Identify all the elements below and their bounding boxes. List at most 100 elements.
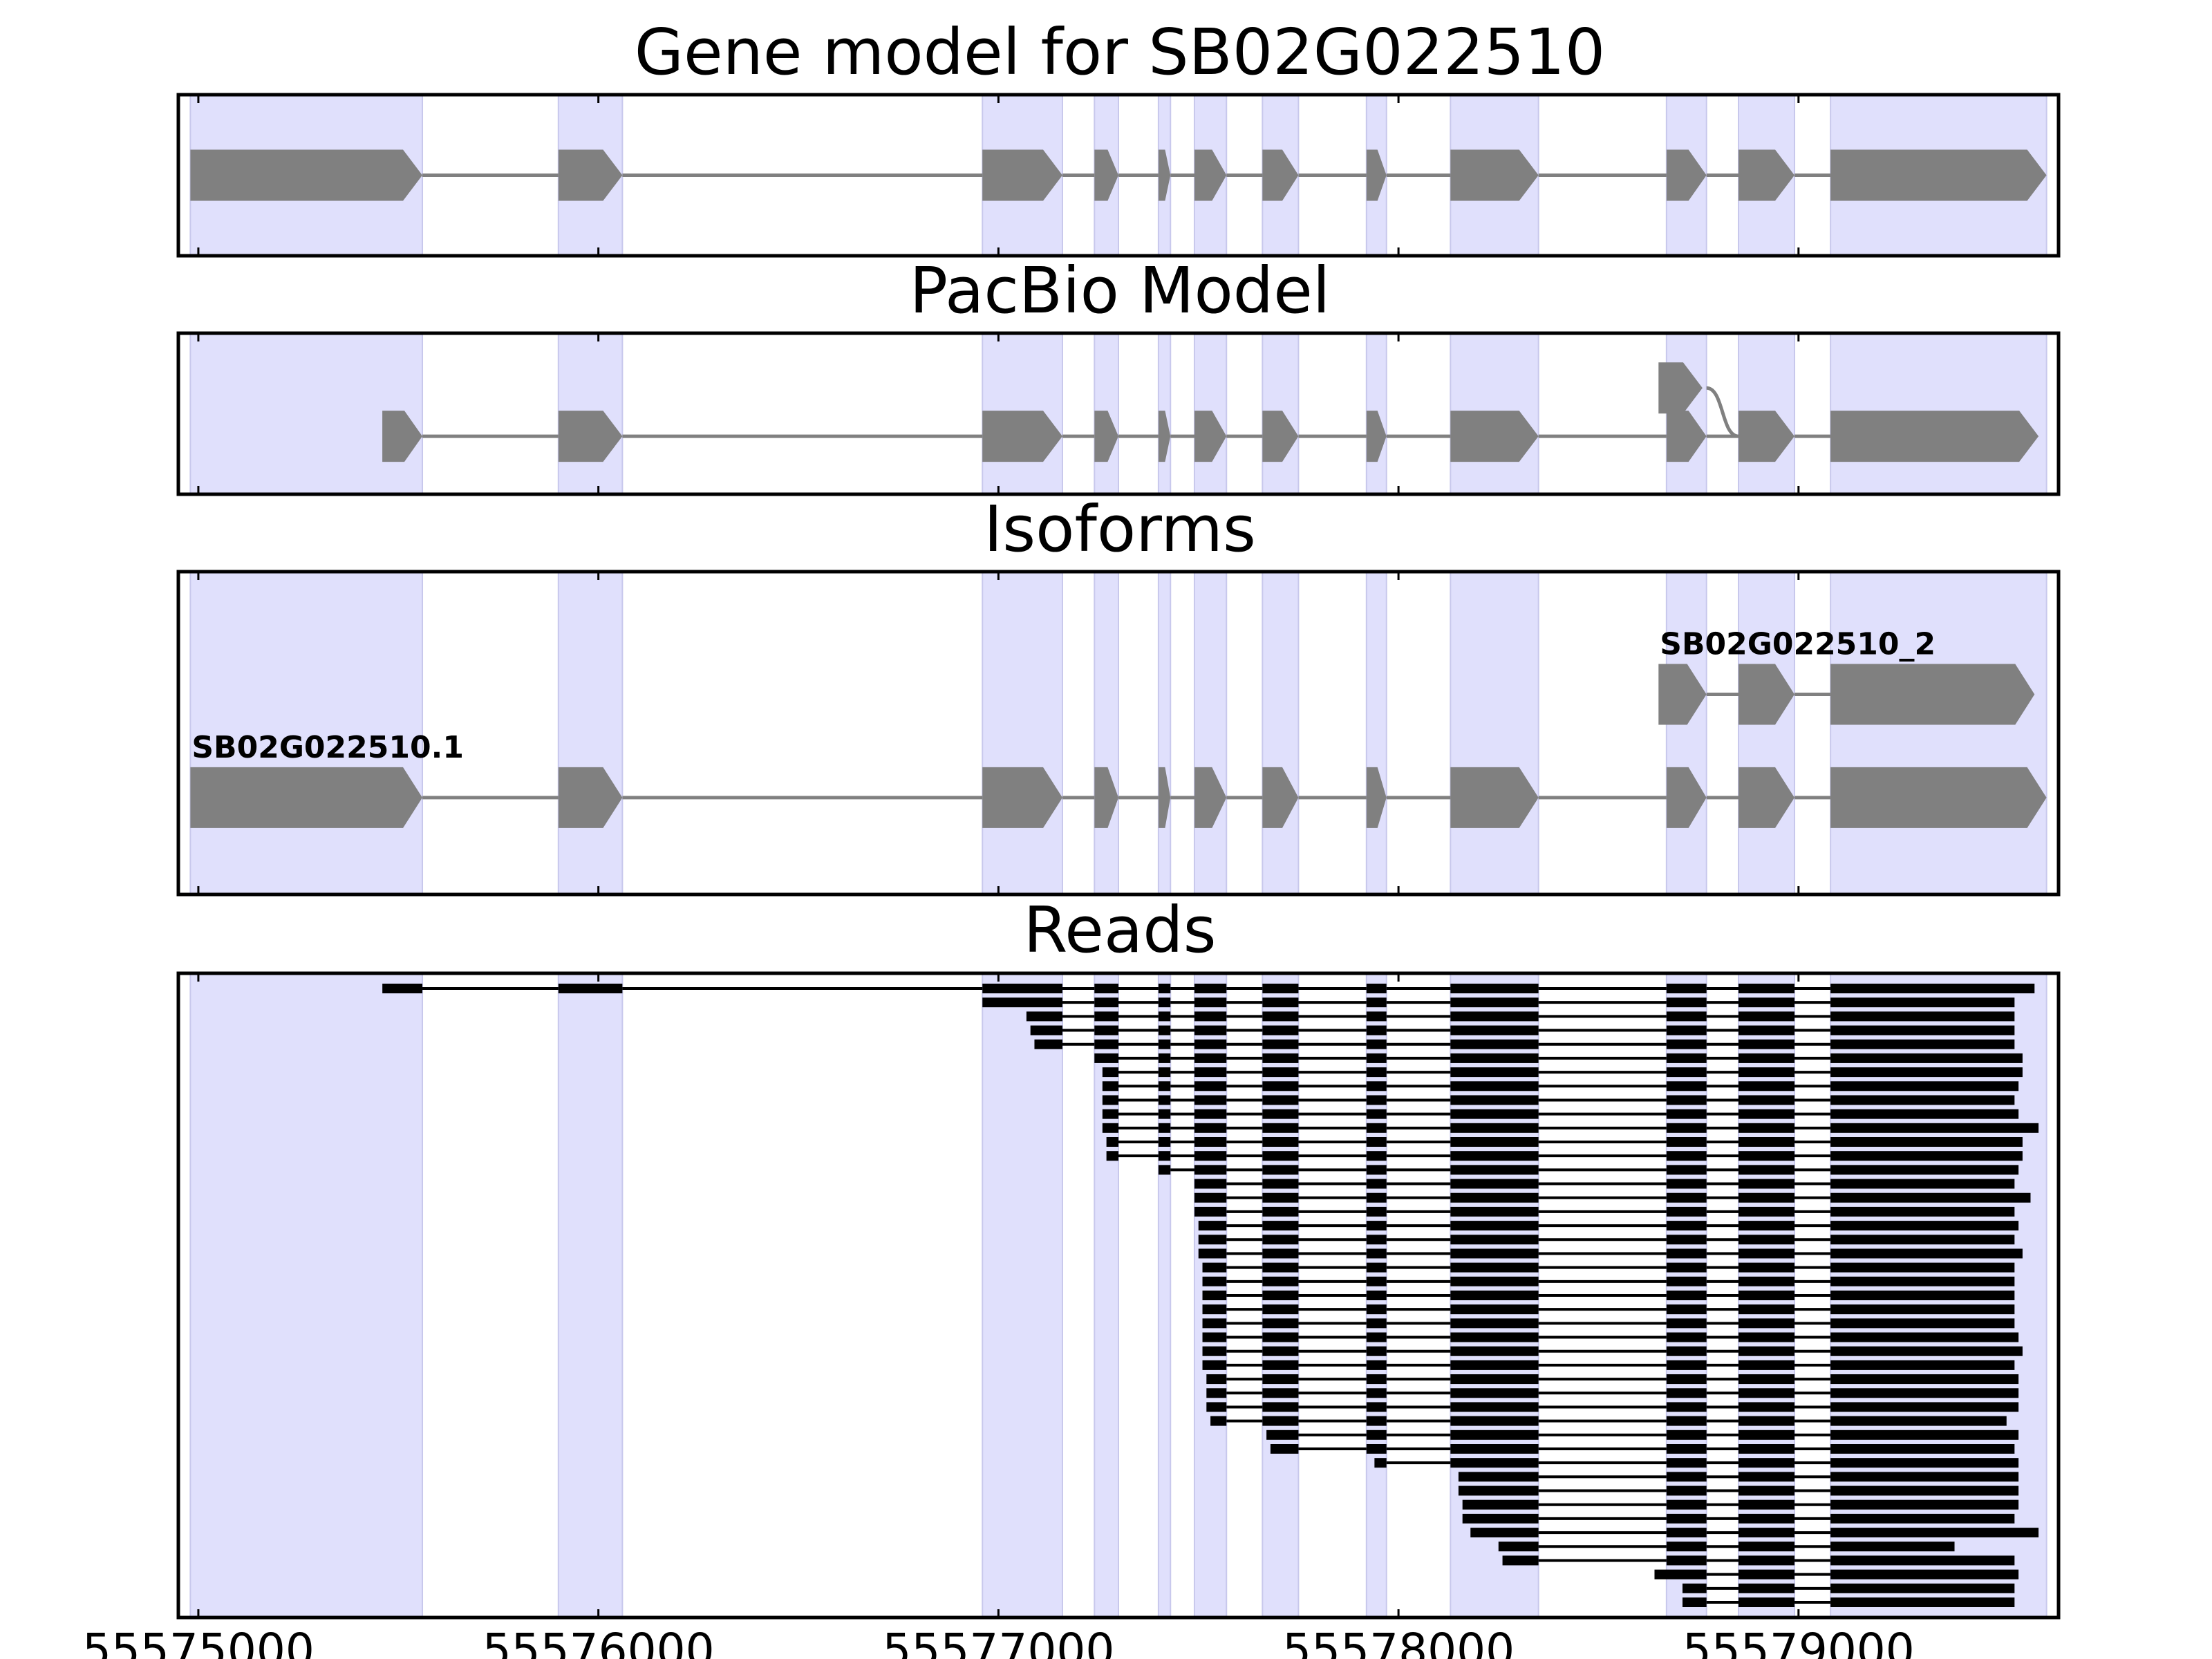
x-tick-label: 55575000 — [82, 1624, 315, 1659]
read-block — [1666, 1346, 1707, 1356]
read-block — [1450, 1235, 1539, 1245]
read-block — [1830, 1597, 2015, 1607]
read-block — [1738, 1430, 1795, 1440]
read-block — [1738, 1444, 1795, 1454]
read-block — [1830, 1025, 2015, 1035]
read-alignments — [382, 984, 2039, 1607]
read-block — [1194, 1179, 1227, 1189]
read-block — [1262, 1346, 1299, 1356]
panel-title-gene-model: Gene model for SB02G022510 — [635, 15, 1606, 89]
read-block — [1158, 1067, 1171, 1078]
read-block — [1158, 1123, 1171, 1133]
exon-highlight — [1738, 571, 1796, 895]
read-block — [558, 984, 623, 993]
read-block — [1666, 1067, 1707, 1078]
read-block — [1458, 1472, 1539, 1482]
read-block — [1194, 997, 1227, 1008]
read-block — [1738, 1192, 1795, 1203]
read-block — [1738, 1179, 1795, 1189]
read-block — [1666, 1165, 1707, 1175]
read-block — [1262, 1053, 1299, 1063]
read-block — [1738, 1318, 1795, 1329]
read-block — [1666, 1276, 1707, 1286]
read-block — [1738, 1137, 1795, 1147]
exon-arrow — [1262, 767, 1299, 828]
exon-arrow — [1658, 362, 1703, 414]
read-block — [1738, 1276, 1795, 1286]
x-tick-label: 55576000 — [482, 1624, 715, 1659]
read-block — [1666, 984, 1707, 993]
read-block — [1666, 1388, 1707, 1398]
read-block — [1450, 1095, 1539, 1105]
read-block — [1262, 1192, 1299, 1203]
read-block — [1666, 1137, 1707, 1147]
read-block — [1666, 1235, 1707, 1245]
exon-arrow — [1262, 411, 1299, 462]
read-block — [1830, 1192, 2031, 1203]
read-block — [1094, 997, 1118, 1008]
read-block — [1094, 1053, 1118, 1063]
read-block — [1198, 1221, 1227, 1231]
read-block — [1262, 1095, 1299, 1105]
read-block — [1210, 1416, 1227, 1426]
panel-frame — [176, 971, 2061, 1620]
read-block — [1830, 1206, 2015, 1217]
read-block — [1450, 1304, 1539, 1315]
read-block — [1194, 1053, 1227, 1063]
read-block — [1666, 1430, 1707, 1440]
read-block — [1738, 1235, 1795, 1245]
read-block — [1366, 1402, 1387, 1412]
read-block — [1450, 1332, 1539, 1342]
read-block — [1034, 1039, 1062, 1049]
read-block — [1262, 1025, 1299, 1035]
read-block — [1262, 1374, 1299, 1385]
read-block — [1830, 1011, 2015, 1022]
read-block — [1830, 1151, 2023, 1161]
pacbio-model-track — [382, 362, 2039, 462]
read-block — [1194, 1109, 1227, 1119]
exon-arrow — [1666, 767, 1707, 828]
read-block — [1206, 1388, 1227, 1398]
read-block — [1450, 1025, 1539, 1035]
read-block — [1366, 1095, 1387, 1105]
read-block — [1202, 1276, 1227, 1286]
read-block — [1102, 1123, 1118, 1133]
read-block — [1738, 1291, 1795, 1300]
read-block — [1366, 1025, 1387, 1035]
read-block — [1366, 1291, 1387, 1300]
read-block — [1830, 1067, 2023, 1078]
read-block — [1666, 1472, 1707, 1482]
read-block — [1830, 1528, 2039, 1538]
read-block — [1666, 1011, 1707, 1022]
read-block — [1502, 1555, 1539, 1566]
read-block — [1194, 1025, 1227, 1035]
read-block — [1738, 1597, 1795, 1607]
read-block — [1830, 1569, 2019, 1580]
read-block — [1158, 1025, 1171, 1035]
read-block — [1158, 1137, 1171, 1147]
exon-arrow — [1366, 411, 1387, 462]
read-block — [1366, 1346, 1387, 1356]
read-block — [1738, 1528, 1795, 1538]
exon-arrow — [1738, 411, 1794, 462]
read-block — [1262, 1067, 1299, 1078]
read-block — [1158, 1095, 1171, 1105]
read-block — [1366, 997, 1387, 1008]
read-block — [1262, 1276, 1299, 1286]
exon-arrow — [1666, 149, 1707, 201]
read-block — [1262, 1081, 1299, 1091]
read-block — [1450, 1402, 1539, 1412]
exon-highlight-group — [189, 571, 2047, 895]
read-block — [1158, 1039, 1171, 1049]
read-block — [1470, 1528, 1539, 1538]
read-block — [1262, 1221, 1299, 1231]
pacbio-model-panel: PacBio Model — [176, 254, 2061, 496]
exon-arrow — [1194, 767, 1227, 828]
read-block — [1830, 984, 2035, 993]
read-block — [1366, 1151, 1387, 1161]
read-block — [1262, 1039, 1299, 1049]
read-block — [1450, 1276, 1539, 1286]
exon-arrow — [1094, 149, 1118, 201]
exon-arrow — [1830, 149, 2047, 201]
read-block — [1262, 1402, 1299, 1412]
